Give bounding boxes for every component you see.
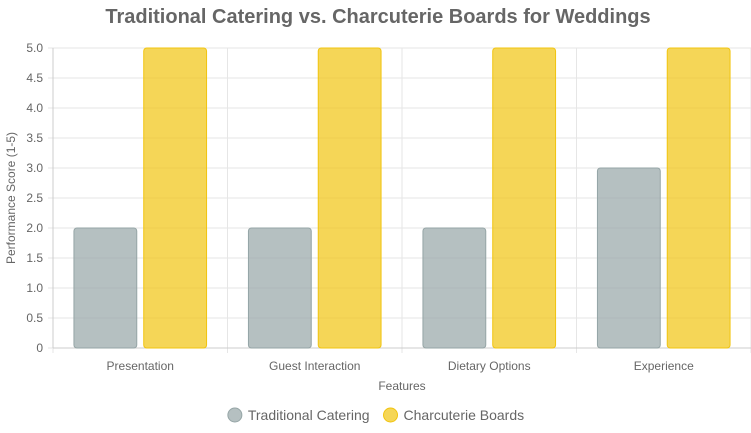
x-axis-label: Features [378,379,425,393]
x-tick-label: Guest Interaction [269,359,360,373]
y-tick-label: 0.5 [26,311,43,325]
legend-swatch [227,407,243,423]
y-tick-label: 4.0 [26,101,43,115]
bar [143,47,208,349]
y-tick-label: 2.5 [26,191,43,205]
x-axis-ticks: Presentation Guest Interaction Dietary Opt… [107,359,695,373]
y-tick-label: 2.0 [26,221,43,235]
bars [73,47,731,349]
x-tick-label: Dietary Options [448,359,531,373]
bar [492,47,557,349]
x-tick-label: Experience [634,359,694,373]
y-axis-label: Performance Score (1-5) [4,132,18,264]
bar [317,47,382,349]
y-tick-label: 4.5 [26,71,43,85]
y-axis-ticks: 0 0.5 1.0 1.5 2.0 2.5 3.0 3.5 4.0 4.5 5.0 [26,41,43,355]
chart-title: Traditional Catering vs. Charcuterie Boa… [105,6,650,28]
legend-label: Traditional Catering [248,407,370,423]
y-tick-label: 1.0 [26,281,43,295]
bar [666,47,731,349]
bar [247,227,312,349]
legend: Traditional Catering Charcuterie Boards [227,407,525,423]
y-tick-label: 5.0 [26,41,43,55]
legend-swatch [383,407,399,423]
bar [596,167,661,349]
x-tick-label: Presentation [107,359,174,373]
y-tick-label: 3.5 [26,131,43,145]
y-tick-label: 3.0 [26,161,43,175]
bar [73,227,138,349]
y-tick-label: 1.5 [26,251,43,265]
bar [422,227,487,349]
legend-label: Charcuterie Boards [404,407,525,423]
y-tick-label: 0 [36,341,43,355]
